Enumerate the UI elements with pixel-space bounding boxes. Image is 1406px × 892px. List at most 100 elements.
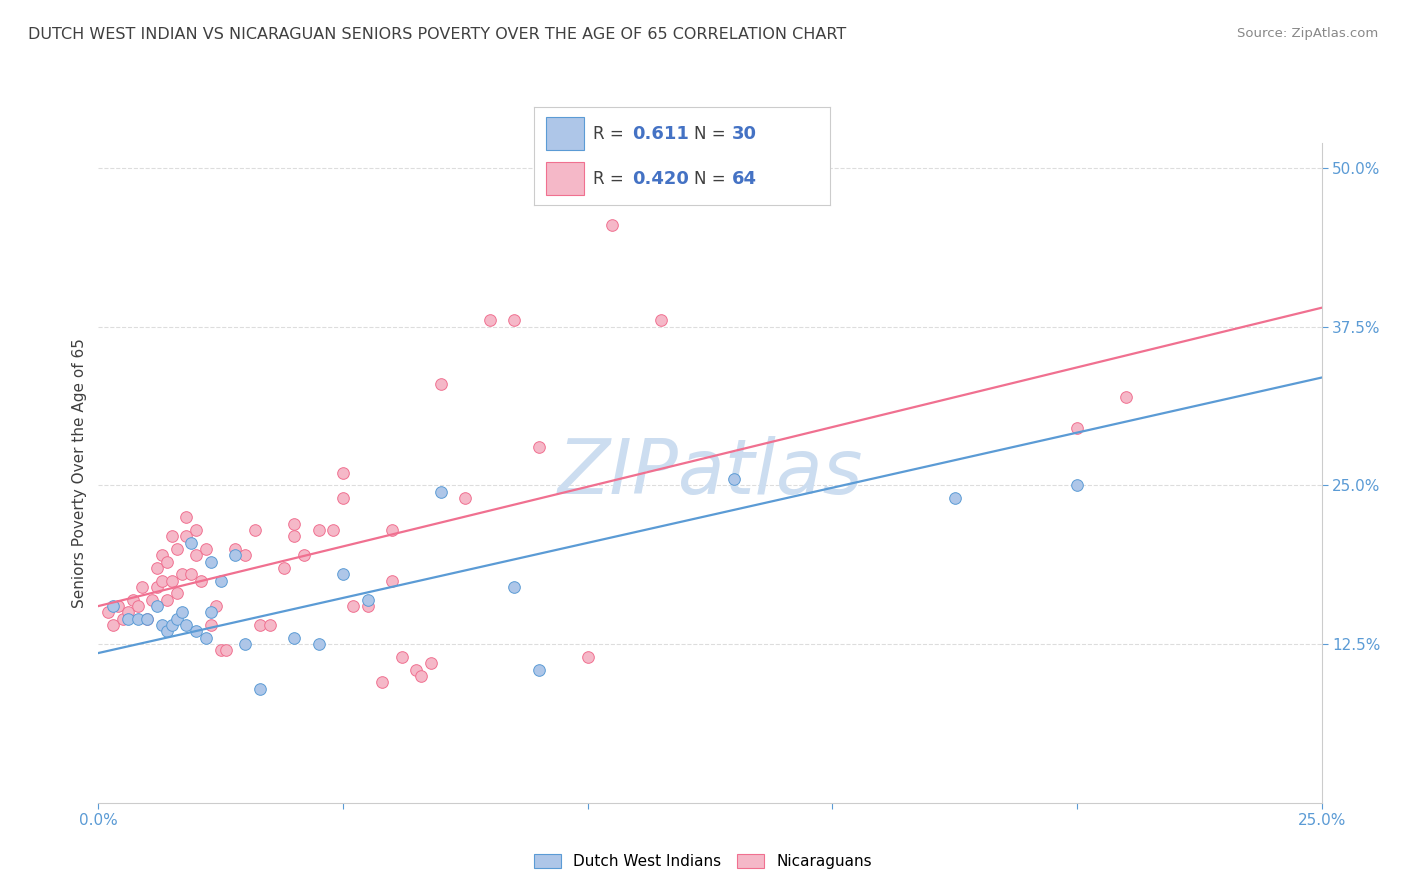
Point — [233, 548, 256, 563]
Point — [308, 523, 330, 537]
Point — [308, 637, 330, 651]
Point — [503, 313, 526, 327]
Point — [156, 624, 179, 639]
Point — [200, 555, 222, 569]
Point — [411, 669, 433, 683]
Point — [214, 643, 236, 657]
Point — [371, 675, 394, 690]
Point — [180, 567, 202, 582]
Point — [101, 618, 124, 632]
Point — [454, 491, 477, 505]
Point — [150, 618, 173, 632]
Point — [405, 663, 427, 677]
Point — [332, 491, 354, 505]
Point — [131, 580, 153, 594]
Legend: Dutch West Indians, Nicaraguans: Dutch West Indians, Nicaraguans — [527, 848, 879, 875]
Point — [527, 441, 550, 455]
Point — [186, 624, 208, 639]
Point — [166, 612, 188, 626]
Point — [121, 592, 143, 607]
Point — [943, 491, 966, 505]
Text: DUTCH WEST INDIAN VS NICARAGUAN SENIORS POVERTY OVER THE AGE OF 65 CORRELATION C: DUTCH WEST INDIAN VS NICARAGUAN SENIORS … — [28, 27, 846, 42]
Point — [160, 574, 183, 588]
Point — [209, 643, 232, 657]
Text: R =: R = — [593, 125, 630, 143]
Point — [200, 618, 222, 632]
Point — [249, 681, 271, 696]
Point — [430, 376, 453, 391]
Text: N =: N = — [693, 169, 731, 187]
Point — [176, 510, 198, 524]
Point — [342, 599, 364, 613]
Point — [180, 535, 202, 549]
Point — [200, 606, 222, 620]
Point — [356, 592, 378, 607]
Point — [117, 612, 139, 626]
Point — [186, 523, 208, 537]
Y-axis label: Seniors Poverty Over the Age of 65: Seniors Poverty Over the Age of 65 — [72, 338, 87, 607]
Point — [1115, 390, 1137, 404]
Point — [156, 555, 179, 569]
Text: N =: N = — [693, 125, 731, 143]
Point — [283, 516, 305, 531]
Point — [195, 541, 218, 556]
Point — [127, 612, 149, 626]
Point — [430, 484, 453, 499]
Point — [576, 649, 599, 664]
Point — [283, 529, 305, 543]
Text: R =: R = — [593, 169, 630, 187]
FancyBboxPatch shape — [546, 162, 585, 195]
Text: 64: 64 — [733, 169, 756, 187]
Point — [723, 472, 745, 486]
Text: 30: 30 — [733, 125, 756, 143]
Point — [243, 523, 266, 537]
Point — [107, 599, 129, 613]
Point — [136, 612, 159, 626]
Point — [111, 612, 134, 626]
Point — [249, 618, 271, 632]
Point — [356, 599, 378, 613]
Point — [332, 466, 354, 480]
Point — [176, 618, 198, 632]
Text: 0.611: 0.611 — [631, 125, 689, 143]
Point — [170, 567, 193, 582]
Point — [209, 574, 232, 588]
Point — [160, 529, 183, 543]
Point — [176, 529, 198, 543]
Point — [650, 313, 672, 327]
FancyBboxPatch shape — [546, 117, 585, 150]
Point — [156, 592, 179, 607]
Point — [259, 618, 281, 632]
Point — [136, 612, 159, 626]
Text: 0.420: 0.420 — [631, 169, 689, 187]
Point — [150, 548, 173, 563]
Point — [97, 606, 120, 620]
Point — [205, 599, 228, 613]
Point — [381, 574, 404, 588]
Point — [146, 599, 169, 613]
Point — [273, 561, 295, 575]
Point — [233, 637, 256, 651]
Point — [527, 663, 550, 677]
Point — [141, 592, 163, 607]
Point — [478, 313, 501, 327]
Point — [166, 586, 188, 600]
Point — [117, 606, 139, 620]
Point — [127, 599, 149, 613]
Point — [195, 631, 218, 645]
Point — [391, 649, 413, 664]
Point — [503, 580, 526, 594]
Point — [322, 523, 344, 537]
Text: Source: ZipAtlas.com: Source: ZipAtlas.com — [1237, 27, 1378, 40]
Point — [381, 523, 404, 537]
Point — [170, 606, 193, 620]
Point — [332, 567, 354, 582]
Point — [1066, 478, 1088, 492]
Point — [101, 599, 124, 613]
Point — [224, 541, 246, 556]
Point — [186, 548, 208, 563]
Point — [600, 219, 623, 233]
Point — [292, 548, 315, 563]
Point — [420, 656, 443, 670]
Text: ZIPatlas: ZIPatlas — [557, 436, 863, 509]
